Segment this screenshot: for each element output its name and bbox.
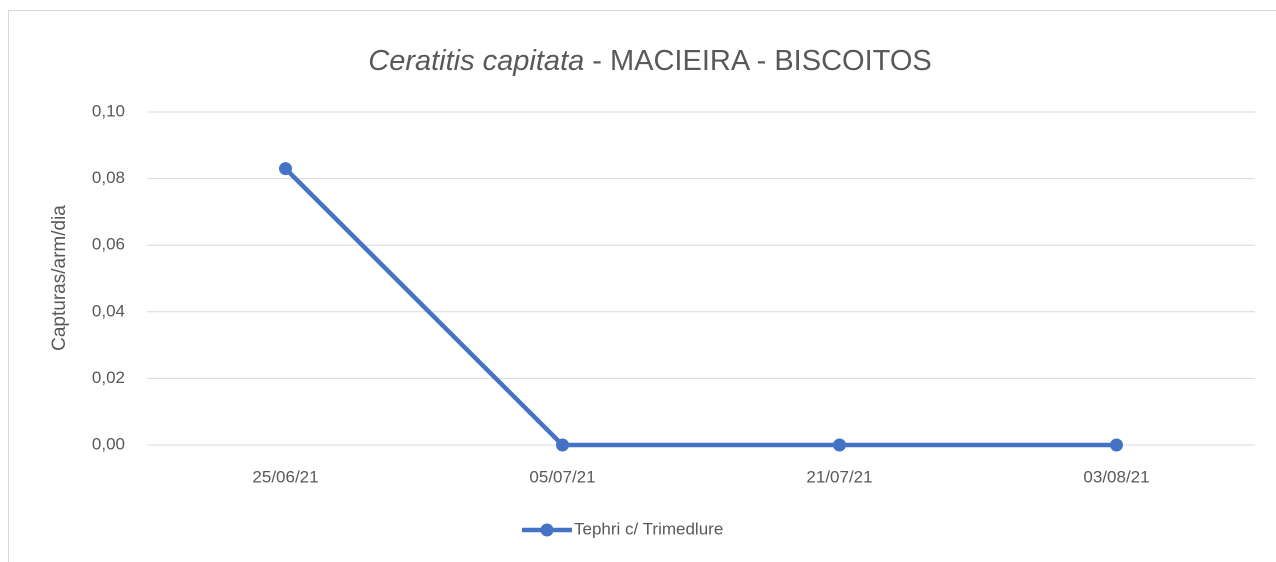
point bbox=[556, 438, 569, 452]
chart-title: Ceratitis capitata - MACIEIRA - BISCOITOS bbox=[368, 45, 931, 77]
y-tick-label: 0,02 bbox=[92, 368, 125, 387]
x-tick-label: 21/07/21 bbox=[806, 467, 872, 486]
title-rest: - MACIEIRA - BISCOITOS bbox=[592, 45, 931, 77]
y-tick-label: 0,04 bbox=[92, 301, 125, 320]
x-tick-label: 25/06/21 bbox=[252, 467, 318, 486]
x-tick-label: 05/07/21 bbox=[529, 467, 595, 486]
y-axis-label: Capturas/arm/dia bbox=[49, 205, 70, 351]
y-tick-label: 0,08 bbox=[92, 168, 125, 187]
point bbox=[1110, 438, 1123, 452]
chart-border bbox=[8, 10, 1276, 562]
series-line bbox=[283, 167, 1117, 448]
title-italic: Ceratitis capitata bbox=[368, 45, 584, 77]
point bbox=[833, 438, 846, 452]
y-tick-label: 0,10 bbox=[92, 101, 125, 120]
x-tick-label: 03/08/21 bbox=[1083, 467, 1149, 486]
legend-marker bbox=[540, 523, 554, 537]
legend-label: Tephri c/ Trimedlure bbox=[574, 519, 723, 538]
y-tick-label: 0,06 bbox=[92, 235, 125, 254]
y-tick-label: 0,00 bbox=[92, 434, 125, 453]
point bbox=[279, 162, 292, 176]
